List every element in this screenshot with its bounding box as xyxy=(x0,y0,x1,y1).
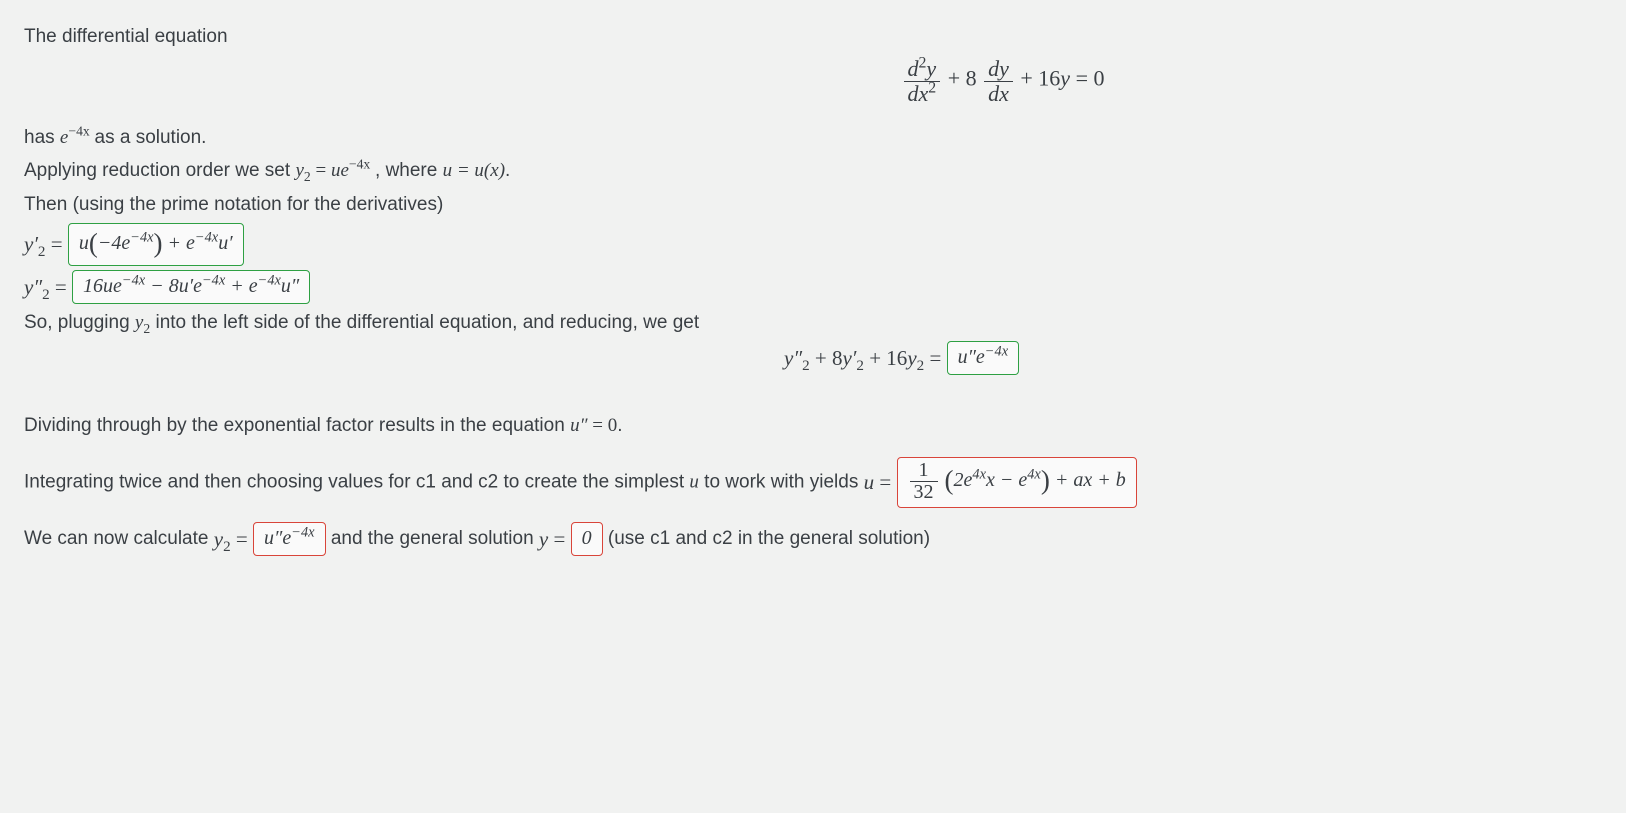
fraction-dy-dx: dy dx xyxy=(984,57,1013,104)
final-line: We can now calculate y2 = u″e−4x and the… xyxy=(24,522,1602,556)
answer-content: 1 32 (2e4xx − e4x) + ax + b xyxy=(908,469,1126,491)
fraction-d2y-dx2: d2y dx2 xyxy=(904,57,941,104)
text: So, plugging xyxy=(24,312,135,333)
answer-content: u″e−4x xyxy=(958,346,1009,368)
answer-content: u(−4e−4x) + e−4xu′ xyxy=(79,232,233,254)
u-symbol: u xyxy=(689,471,699,492)
text: as a solution. xyxy=(95,127,207,148)
denominator: dx xyxy=(984,81,1013,105)
u-equals: u = xyxy=(864,466,892,499)
text: Dividing through by the exponential fact… xyxy=(24,415,570,436)
y2-equals: y2 = xyxy=(214,523,248,556)
y2-double-prime-answer[interactable]: 16ue−4x − 8u′e−4x + e−4xu″ xyxy=(72,270,310,304)
reduced-lhs: y″2 + 8y′2 + 16y2 = xyxy=(784,342,941,375)
y2-double-prime-lhs: y″2 = xyxy=(24,271,67,304)
text: has xyxy=(24,127,60,148)
dividing-line: Dividing through by the exponential fact… xyxy=(24,411,1602,440)
numerator: d2y xyxy=(904,57,941,80)
answer-content: 16ue−4x − 8u′e−4x + e−4xu″ xyxy=(83,275,299,297)
text: , where xyxy=(375,160,443,181)
u-answer[interactable]: 1 32 (2e4xx − e4x) + ax + b xyxy=(897,457,1137,508)
ode-tail: + 16y = 0 xyxy=(1020,66,1104,91)
exponent: −4x xyxy=(68,123,89,138)
u-dp-eq-0: u″ = 0 xyxy=(570,415,617,436)
prime-notation-line: Then (using the prime notation for the d… xyxy=(24,190,1602,219)
numerator: dy xyxy=(984,57,1013,80)
denominator: 32 xyxy=(910,481,938,503)
text: Applying reduction order we set xyxy=(24,160,295,181)
u-of-x: u = u(x) xyxy=(443,160,505,181)
y2-final-answer[interactable]: u″e−4x xyxy=(253,522,326,556)
text: . xyxy=(505,160,510,181)
reduced-equation-answer[interactable]: u″e−4x xyxy=(947,341,1020,375)
solution-known-line: has e−4x as a solution. xyxy=(24,123,1602,152)
y-equals: y = xyxy=(539,523,565,556)
y2-double-prime-row: y″2 = 16ue−4x − 8u′e−4x + e−4xu″ xyxy=(24,270,1602,304)
numerator: 1 xyxy=(910,460,938,481)
y2-prime-row: y′2 = u(−4e−4x) + e−4xu′ xyxy=(24,223,1602,266)
plugging-line: So, plugging y2 into the left side of th… xyxy=(24,308,1602,337)
plus-8: + 8 xyxy=(948,66,977,91)
text: and the general solution xyxy=(331,528,539,549)
y2-inline: y2 xyxy=(135,312,150,333)
y2-prime-lhs: y′2 = xyxy=(24,228,63,261)
intro-line-1: The differential equation xyxy=(24,22,1602,51)
text: We can now calculate xyxy=(24,528,214,549)
text: to work with yields xyxy=(699,471,864,492)
text: . xyxy=(617,415,622,436)
answer-content: u″e−4x xyxy=(264,527,315,549)
denominator: dx2 xyxy=(904,81,941,105)
integrating-line: Integrating twice and then choosing valu… xyxy=(24,457,1602,508)
answer-content: 0 xyxy=(582,527,592,549)
reduced-equation-row: y″2 + 8y′2 + 16y2 = u″e−4x xyxy=(24,341,1602,375)
differential-equation: d2y dx2 + 8 dy dx + 16y = 0 xyxy=(24,57,1602,104)
text: The differential equation xyxy=(24,26,228,47)
text: (use c1 and c2 in the general solution) xyxy=(608,528,930,549)
text: Then (using the prime notation for the d… xyxy=(24,194,443,215)
y2-def: y2 = ue−4x xyxy=(295,160,375,181)
y-general-answer[interactable]: 0 xyxy=(571,522,603,556)
text: Integrating twice and then choosing valu… xyxy=(24,471,689,492)
y2-prime-answer[interactable]: u(−4e−4x) + e−4xu′ xyxy=(68,223,244,266)
exp-term: e−4x xyxy=(60,127,95,148)
reduction-order-line: Applying reduction order we set y2 = ue−… xyxy=(24,156,1602,185)
text: into the left side of the differential e… xyxy=(150,312,699,333)
